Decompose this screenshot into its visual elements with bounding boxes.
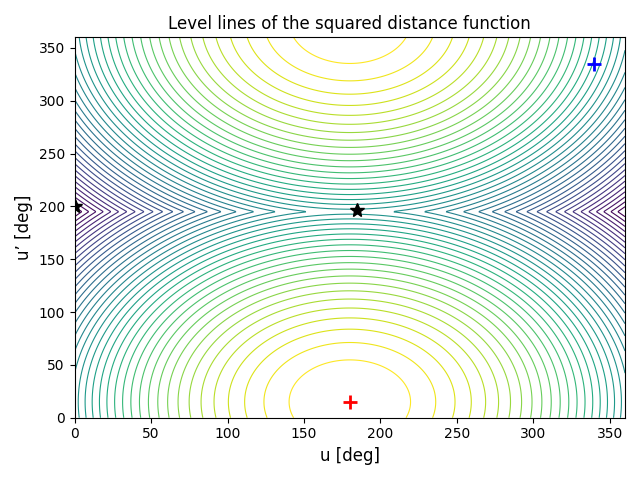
X-axis label: u [deg]: u [deg] <box>320 447 380 465</box>
Title: Level lines of the squared distance function: Level lines of the squared distance func… <box>168 15 531 33</box>
Y-axis label: u’ [deg]: u’ [deg] <box>15 195 33 260</box>
